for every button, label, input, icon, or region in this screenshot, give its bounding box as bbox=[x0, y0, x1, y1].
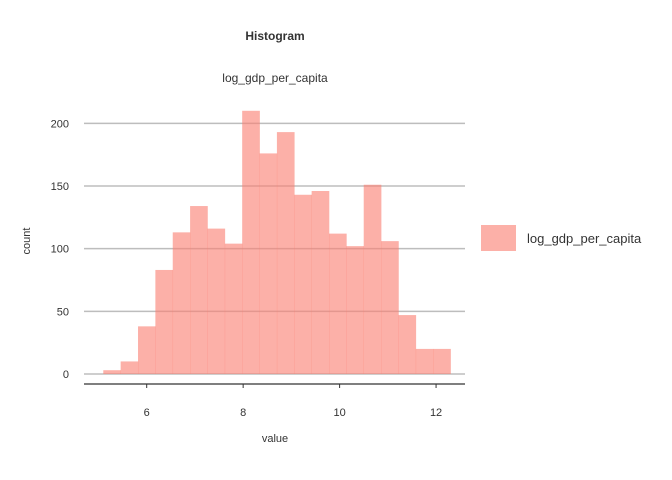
histogram-bar bbox=[155, 269, 174, 374]
histogram-bar bbox=[207, 228, 226, 374]
x-tick-label: 12 bbox=[430, 407, 442, 419]
histogram-bar bbox=[381, 241, 399, 374]
histogram-bars bbox=[103, 110, 451, 374]
x-tick-label: 10 bbox=[333, 407, 345, 419]
x-tick-label: 6 bbox=[144, 407, 150, 419]
histogram-bar bbox=[363, 184, 382, 374]
histogram-bar bbox=[190, 206, 208, 374]
histogram-bar bbox=[224, 243, 243, 374]
histogram-bar bbox=[311, 191, 330, 374]
histogram-bar bbox=[328, 233, 347, 374]
y-tick-label: 150 bbox=[51, 181, 69, 193]
y-tick-label: 100 bbox=[51, 244, 69, 256]
axes: 0 50 100 150 200 6 8 10 12 bbox=[51, 118, 465, 419]
chart-title: Histogram bbox=[245, 29, 304, 43]
histogram-bar bbox=[242, 110, 260, 374]
histogram-bar bbox=[276, 132, 295, 374]
legend: log_gdp_per_capita bbox=[481, 225, 642, 251]
histogram-bar bbox=[415, 348, 434, 374]
histogram-bar bbox=[433, 348, 451, 374]
y-tick-label: 200 bbox=[51, 118, 69, 130]
y-axis-label: count bbox=[21, 228, 33, 255]
histogram-bar bbox=[398, 315, 417, 374]
histogram-bar bbox=[346, 246, 365, 374]
x-axis-label: value bbox=[262, 433, 288, 445]
legend-swatch bbox=[481, 225, 516, 251]
y-tick-label: 0 bbox=[63, 369, 69, 381]
histogram-bar bbox=[103, 370, 121, 374]
histogram-bar bbox=[120, 361, 139, 374]
x-tick-label: 8 bbox=[240, 407, 246, 419]
legend-label: log_gdp_per_capita bbox=[527, 231, 642, 246]
histogram-bar bbox=[138, 326, 156, 374]
histogram-bar bbox=[259, 153, 278, 374]
histogram-bar bbox=[172, 232, 191, 374]
y-tick-label: 50 bbox=[57, 306, 69, 318]
chart-subtitle: log_gdp_per_capita bbox=[222, 71, 328, 85]
histogram-bar bbox=[294, 194, 312, 374]
